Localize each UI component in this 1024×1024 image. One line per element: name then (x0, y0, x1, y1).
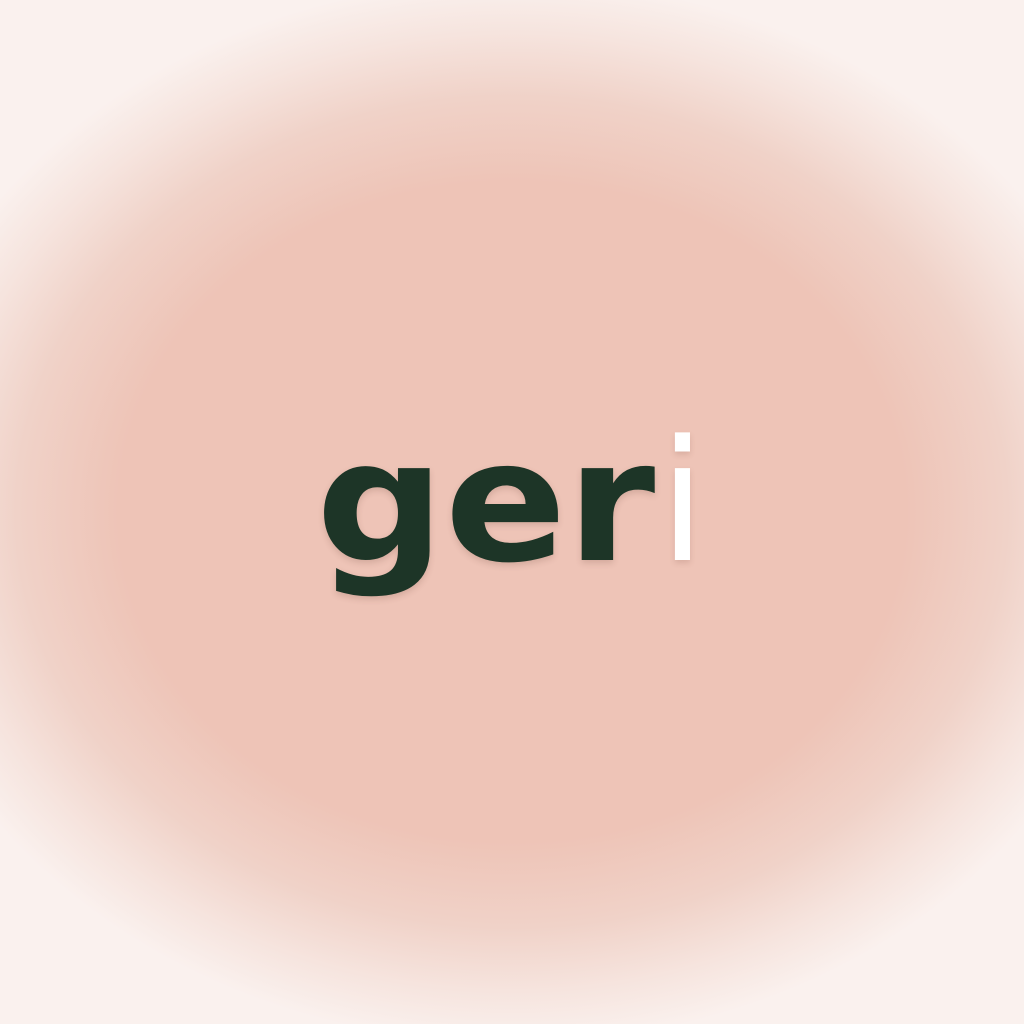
logo-wordmark: ger (316, 404, 656, 600)
app-logo: ger i (316, 418, 706, 618)
logo-accent-letter: i (659, 404, 706, 600)
